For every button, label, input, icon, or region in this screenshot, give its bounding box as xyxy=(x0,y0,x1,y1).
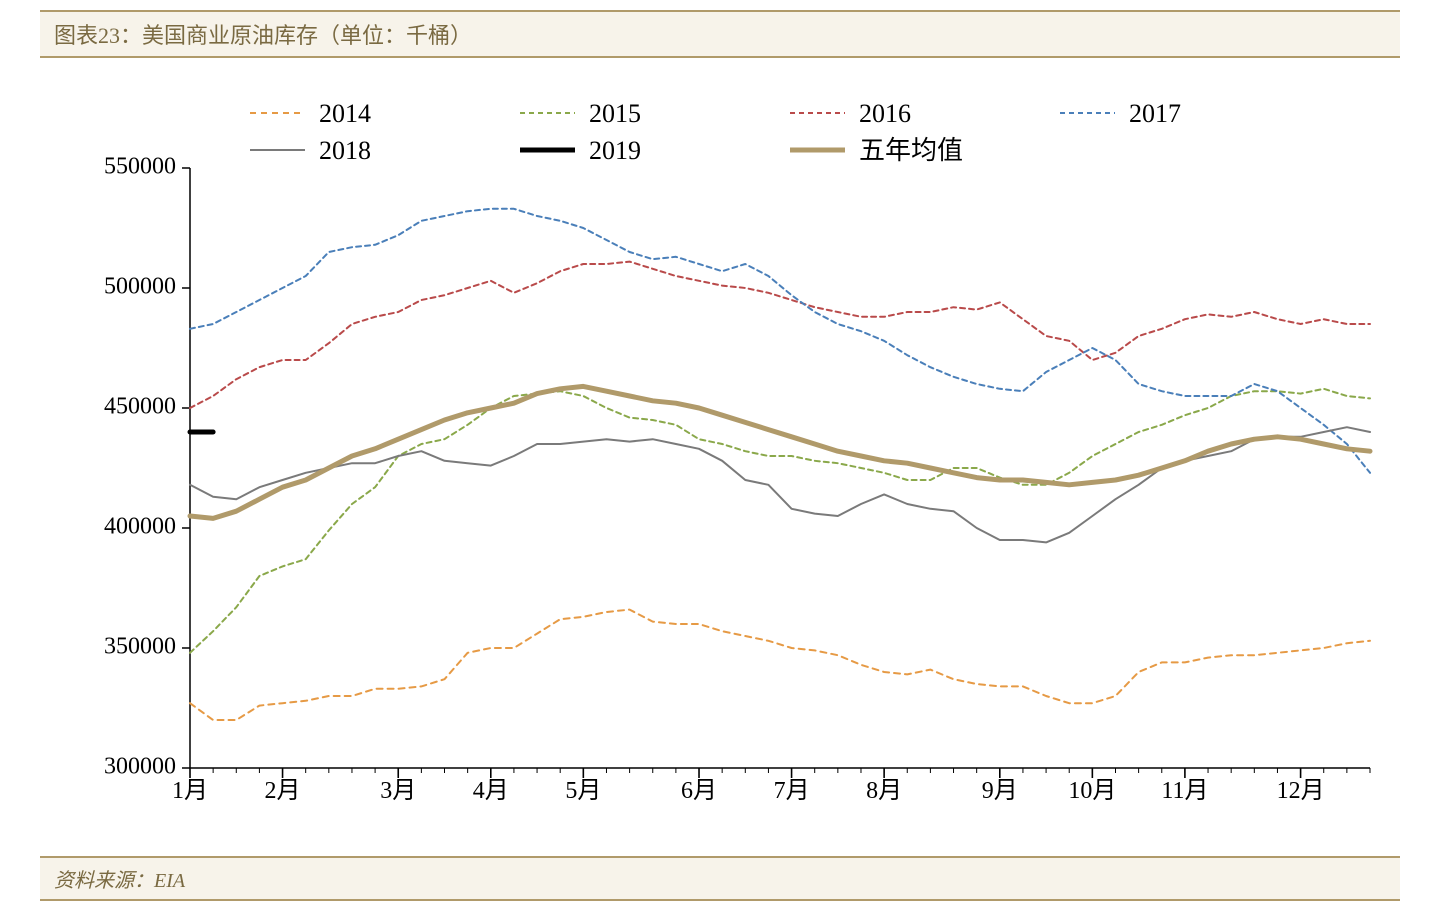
svg-text:2019: 2019 xyxy=(589,136,641,165)
chart-source-bar: 资料来源：EIA xyxy=(40,856,1400,901)
svg-text:9月: 9月 xyxy=(982,778,1018,804)
svg-text:2014: 2014 xyxy=(319,99,371,128)
svg-text:6月: 6月 xyxy=(681,778,717,804)
chart-source: 资料来源：EIA xyxy=(54,870,185,892)
svg-text:550000: 550000 xyxy=(104,154,176,180)
svg-text:2017: 2017 xyxy=(1129,99,1181,128)
svg-text:7月: 7月 xyxy=(774,778,810,804)
svg-text:400000: 400000 xyxy=(104,514,176,540)
chart-title: 图表23：美国商业原油库存（单位：千桶） xyxy=(54,23,472,48)
chart-area: 300000 350000 400000 450000 500000 550000 1月 2月… xyxy=(40,68,1400,838)
svg-text:12月: 12月 xyxy=(1277,778,1325,804)
line-chart-svg: 300000 350000 400000 450000 500000 550000 1月 2月… xyxy=(40,68,1400,838)
svg-text:300000: 300000 xyxy=(104,754,176,780)
svg-text:11月: 11月 xyxy=(1161,778,1208,804)
svg-text:2016: 2016 xyxy=(859,99,911,128)
svg-text:8月: 8月 xyxy=(866,778,902,804)
svg-text:5月: 5月 xyxy=(565,778,601,804)
chart-title-bar: 图表23：美国商业原油库存（单位：千桶） xyxy=(40,10,1400,58)
svg-text:3月: 3月 xyxy=(380,778,416,804)
svg-text:2015: 2015 xyxy=(589,99,641,128)
svg-text:450000: 450000 xyxy=(104,394,176,420)
svg-text:10月: 10月 xyxy=(1068,778,1116,804)
svg-text:1月: 1月 xyxy=(172,778,208,804)
svg-text:500000: 500000 xyxy=(104,274,176,300)
svg-text:2018: 2018 xyxy=(319,136,371,165)
svg-text:五年均值: 五年均值 xyxy=(859,136,963,165)
svg-text:350000: 350000 xyxy=(104,634,176,660)
svg-text:2月: 2月 xyxy=(265,778,301,804)
svg-text:4月: 4月 xyxy=(473,778,509,804)
